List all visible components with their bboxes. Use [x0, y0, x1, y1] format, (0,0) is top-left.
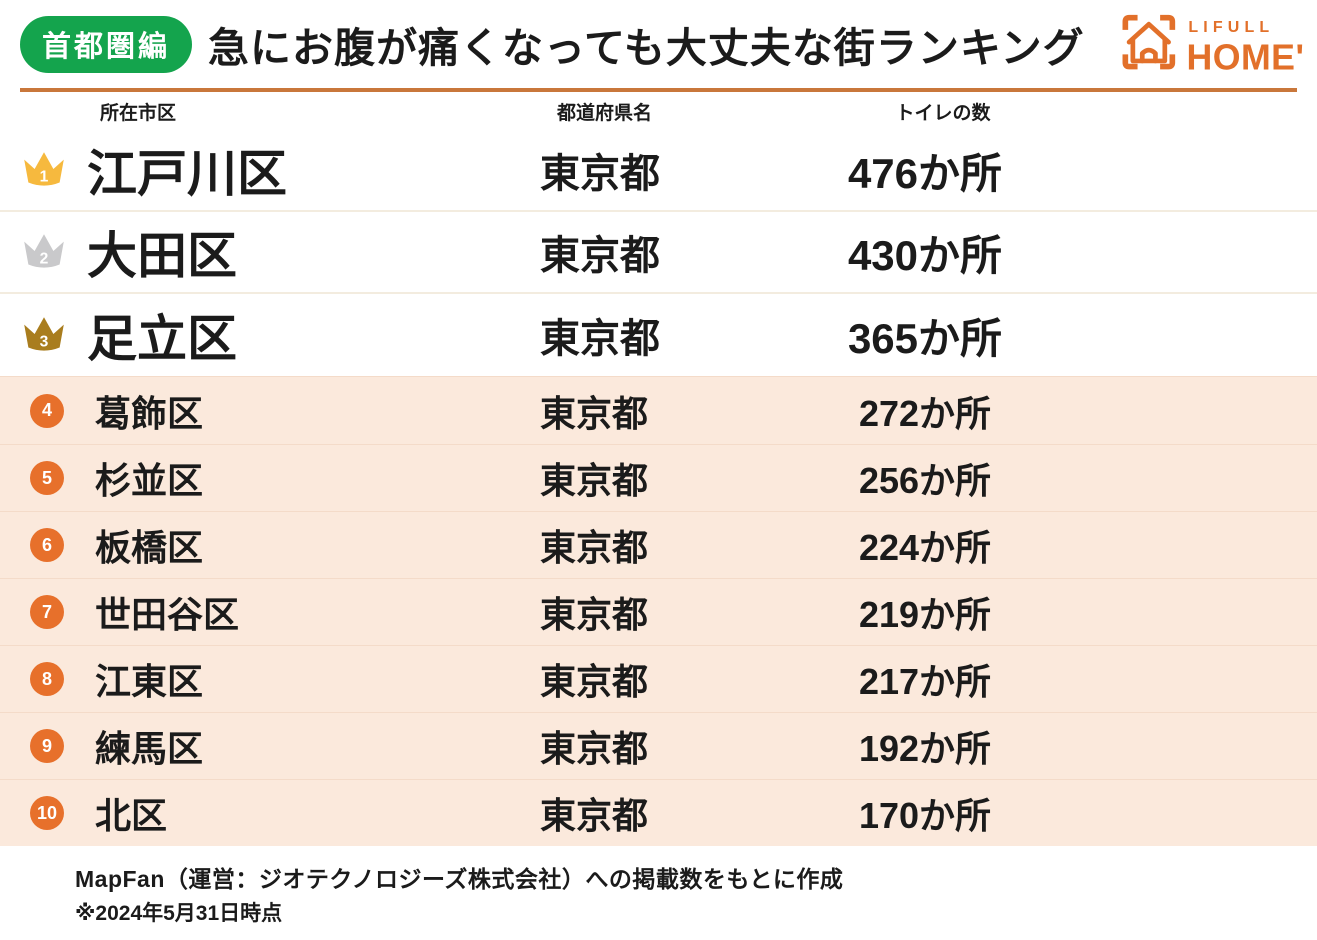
prefecture: 東京都: [540, 527, 649, 568]
city-name: 板橋区: [95, 527, 204, 568]
prefecture: 東京都: [540, 460, 649, 501]
rank-badge: 10: [30, 796, 64, 830]
logo-text-homes: HOME'S: [1186, 37, 1303, 77]
city-name: 北区: [95, 795, 168, 836]
table-row: 4 葛飾区 東京都 272か所: [0, 377, 1317, 444]
crown-bronze-icon: 3: [24, 317, 64, 351]
prefecture: 東京都: [540, 795, 649, 836]
region-badge: 首都圏編: [20, 15, 192, 73]
crown-gold-icon: 1: [24, 152, 64, 186]
rank-badge: 6: [30, 528, 64, 562]
region-badge-label: 首都圏編: [41, 31, 170, 63]
table-row: 10 北区 東京都 170か所: [0, 779, 1317, 846]
prefecture: 東京都: [540, 728, 649, 769]
city-name: 江東区: [95, 661, 204, 702]
toilet-count: 224か所: [858, 527, 992, 568]
header: 首都圏編 急にお腹が痛くなっても大丈夫な街ランキング LIFULL HOME'S: [0, 0, 1317, 88]
rank-badge: 5: [30, 461, 64, 495]
lifull-homes-logo: LIFULL HOME'S: [1115, 7, 1303, 81]
table-row: 9 練馬区 東京都 192か所: [0, 712, 1317, 779]
house-icon: [1126, 21, 1171, 64]
rank-crown-silver: 2: [0, 231, 80, 273]
logo-text-lifull: LIFULL: [1188, 19, 1274, 36]
toilet-count: 170か所: [858, 795, 992, 836]
toilet-count: 219か所: [858, 594, 992, 635]
rank-crown-bronze: 3: [0, 314, 80, 356]
prefecture: 東京都: [540, 317, 660, 361]
column-header-city: 所在市区: [100, 102, 177, 124]
table-row: 5 杉並区 東京都 256か所: [0, 444, 1317, 511]
prefecture: 東京都: [540, 661, 649, 702]
lower-ranks-block: 4 葛飾区 東京都 272か所 5 杉並区 東京都 256か所 6 板橋区 東京…: [0, 376, 1317, 846]
city-name: 杉並区: [95, 460, 204, 501]
toilet-count: 256か所: [858, 460, 992, 501]
toilet-count: 365か所: [847, 314, 1003, 362]
prefecture: 東京都: [540, 234, 660, 278]
city-name: 葛飾区: [95, 392, 204, 434]
top-ranks-block: 1 江戸川区 東京都 476か所 2 大田区 東京都 430か所 3: [0, 130, 1317, 376]
table-row: 6 板橋区 東京都 224か所: [0, 511, 1317, 578]
prefecture: 東京都: [540, 152, 660, 196]
prefecture: 東京都: [540, 594, 649, 635]
page-title: 急にお腹が痛くなっても大丈夫な街ランキング: [208, 25, 1085, 71]
city-name: 練馬区: [95, 728, 204, 769]
rank-badge: 9: [30, 729, 64, 763]
table-row: 1 江戸川区 東京都 476か所: [0, 130, 1317, 212]
rank-badge: 4: [30, 393, 64, 428]
footer: MapFan（運営：ジオテクノロジーズ株式会社）への掲載数をもとに作成 ※202…: [0, 846, 1317, 931]
toilet-count: 476か所: [847, 149, 1003, 197]
table-row: 2 大田区 東京都 430か所: [0, 212, 1317, 294]
crown-silver-icon: 2: [24, 234, 64, 268]
rank-badge: 7: [30, 595, 64, 629]
rank-number: 1: [40, 168, 49, 185]
rank-badge: 8: [30, 662, 64, 696]
column-header-pref: 都道府県名: [557, 102, 653, 124]
data-source-note: MapFan（運営：ジオテクノロジーズ株式会社）への掲載数をもとに作成: [75, 866, 844, 892]
toilet-count: 430か所: [847, 231, 1003, 279]
city-name: 大田区: [87, 228, 237, 284]
rank-number: 2: [40, 250, 49, 267]
column-headers: 所在市区 都道府県名 トイレの数: [0, 92, 1317, 130]
table-row: 7 世田谷区 東京都 219か所: [0, 578, 1317, 645]
table-row: 8 江東区 東京都 217か所: [0, 645, 1317, 712]
toilet-count: 217か所: [858, 661, 992, 702]
rank-number: 3: [40, 333, 49, 350]
column-header-count: トイレの数: [895, 102, 991, 124]
toilet-count: 192か所: [858, 728, 992, 769]
header-divider: [20, 88, 1297, 92]
prefecture: 東京都: [540, 392, 649, 434]
viewfinder-brackets-icon: [1122, 14, 1176, 70]
rank-crown-gold: 1: [0, 149, 80, 191]
city-name: 世田谷区: [95, 594, 240, 635]
toilet-count: 272か所: [858, 392, 992, 434]
as-of-date-note: ※2024年5月31日時点: [75, 902, 283, 925]
city-name: 足立区: [87, 311, 237, 367]
city-name: 江戸川区: [87, 146, 287, 202]
lifull-homes-logo-svg: LIFULL HOME'S: [1122, 14, 1303, 77]
table-row: 3 足立区 東京都 365か所: [0, 294, 1317, 376]
